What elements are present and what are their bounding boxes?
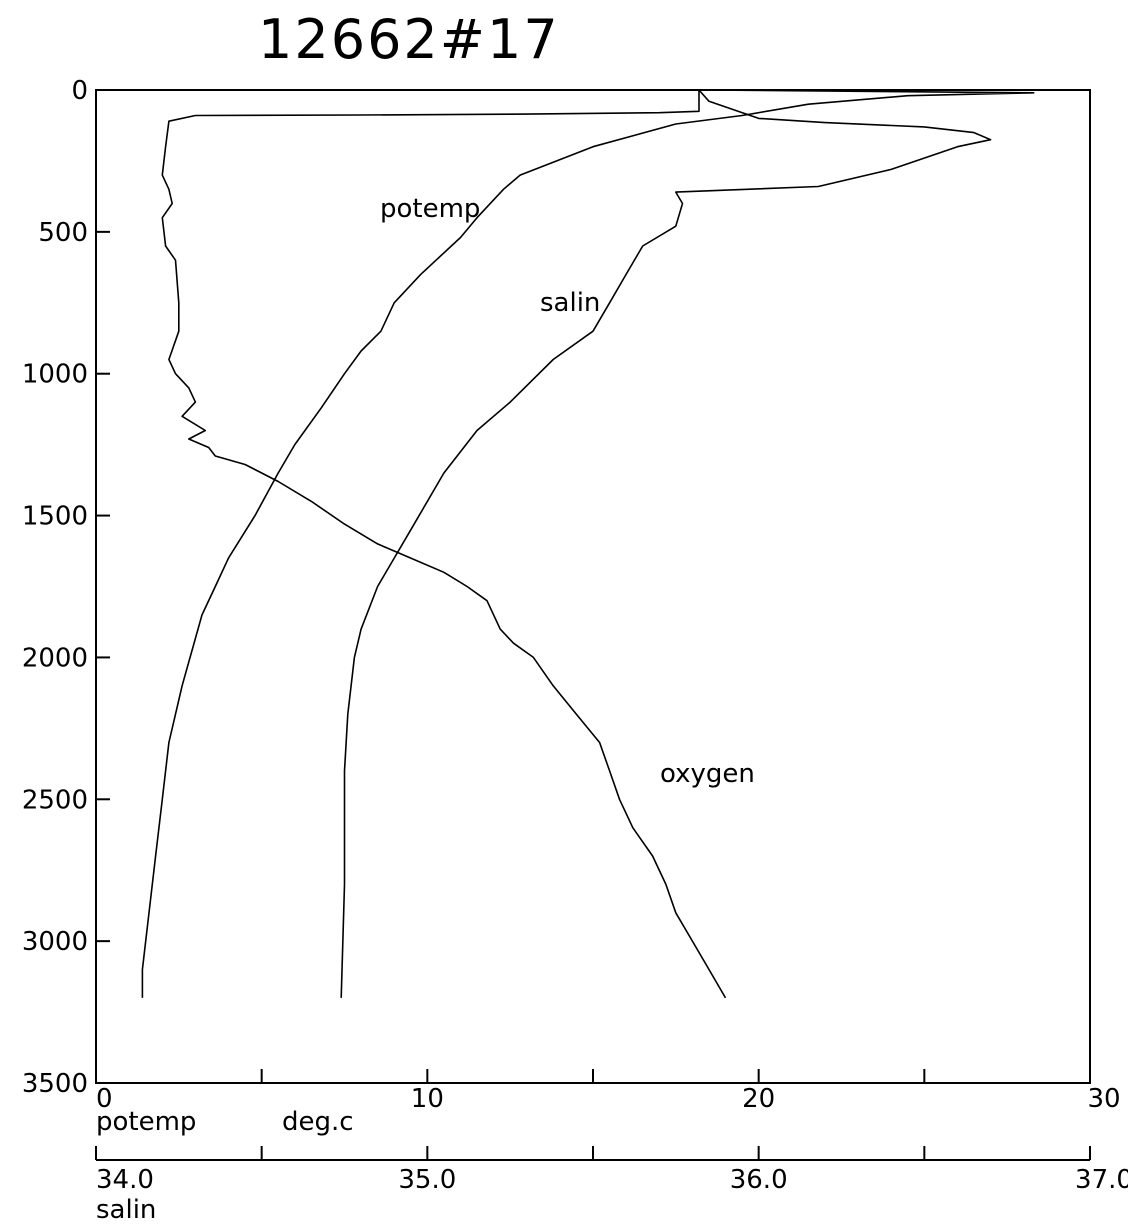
series-label-oxygen: oxygen <box>660 759 755 789</box>
series-line-oxygen <box>161 90 727 999</box>
potemp-axis-unit: deg.c <box>282 1107 354 1137</box>
series-line-salin <box>340 89 992 998</box>
y-tick-label: 500 <box>38 218 88 248</box>
y-tick-label: 2500 <box>22 785 88 815</box>
potemp-tick-label: 0 <box>96 1084 113 1114</box>
salin-axis: 34.0 35.0 36.0 37.0 <box>95 1146 1128 1195</box>
salin-tick-label: 37.0 <box>1075 1165 1128 1195</box>
series-label-potemp: potemp <box>380 194 480 224</box>
salin-tick-label: 34.0 <box>96 1165 154 1195</box>
y-tick-label: 3500 <box>22 1069 88 1099</box>
chart-title: 12662#17 <box>258 8 560 71</box>
y-tick-label: 1000 <box>22 360 88 390</box>
potemp-tick-label: 20 <box>742 1084 775 1114</box>
potemp-axis-name: potemp <box>96 1107 196 1137</box>
series-line-potemp <box>141 89 1035 998</box>
y-tick-label: 1500 <box>22 502 88 532</box>
y-tick-label: 0 <box>71 76 88 106</box>
series-layer <box>141 89 1035 999</box>
potemp-axis: 0 10 20 30 <box>95 1069 1121 1114</box>
salin-tick-label: 35.0 <box>398 1165 456 1195</box>
potemp-tick-label: 30 <box>1087 1084 1120 1114</box>
series-label-salin: salin <box>540 288 600 318</box>
y-axis: 0 500 1000 1500 2000 2500 3000 3500 <box>22 76 110 1099</box>
salin-tick-label: 36.0 <box>730 1165 788 1195</box>
potemp-tick-label: 10 <box>411 1084 444 1114</box>
y-tick-label: 3000 <box>22 927 88 957</box>
plot-frame <box>95 89 1091 1084</box>
y-tick-label: 2000 <box>22 643 88 673</box>
salin-axis-name: salin <box>96 1195 156 1224</box>
